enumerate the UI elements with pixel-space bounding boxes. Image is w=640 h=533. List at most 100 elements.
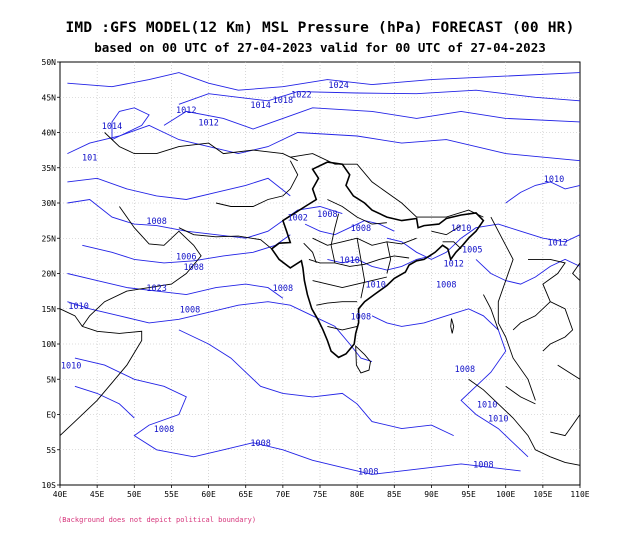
border-line <box>550 414 581 437</box>
state-boundary <box>327 199 387 225</box>
contour-label: 1010 <box>68 302 88 312</box>
contour-label: 1010 <box>339 256 359 266</box>
y-tick-label: 50N <box>42 58 57 67</box>
x-tick-label: 65E <box>238 490 253 499</box>
y-tick-label: 5S <box>46 446 56 455</box>
contour-label: 1022 <box>291 90 311 100</box>
state-boundary <box>356 238 366 299</box>
state-boundary <box>312 237 417 246</box>
contour-label: 1010 <box>365 281 385 291</box>
state-boundary <box>386 241 392 274</box>
isobar-line <box>67 72 581 91</box>
contour-label: 1023 <box>146 284 166 294</box>
map-frame <box>59 61 581 486</box>
state-boundary <box>308 255 410 267</box>
isobar-line <box>386 223 581 260</box>
state-boundary <box>303 242 317 264</box>
x-tick-label: 70E <box>276 490 291 499</box>
contour-label: 1006 <box>176 252 196 262</box>
border-line <box>104 132 298 162</box>
isobar-line <box>178 329 454 437</box>
map-title: IMD :GFS MODEL(12 Km) MSL Pressure (hPa)… <box>65 20 575 36</box>
y-tick-label: 15N <box>42 305 57 314</box>
state-boundary <box>312 276 388 289</box>
contour-label: 1008 <box>154 425 174 435</box>
contour-label: 1008 <box>317 210 337 220</box>
border-line <box>483 294 499 331</box>
contour-label: 1008 <box>473 460 493 470</box>
contour-label: 1008 <box>436 281 456 291</box>
border-line <box>512 301 551 331</box>
isobar-line <box>67 273 284 299</box>
isobar-line <box>67 199 343 239</box>
border-line <box>505 385 536 405</box>
contour-label: 101 <box>82 154 97 164</box>
isobar-line <box>475 258 581 285</box>
contour-label: 1008 <box>351 224 371 234</box>
y-tick-label: 35N <box>42 164 57 173</box>
state-boundary <box>316 301 358 306</box>
state-boundary <box>442 241 462 250</box>
state-boundary <box>327 325 358 331</box>
contour-label: 1010 <box>488 415 508 425</box>
contour-label: 1002 <box>287 214 307 224</box>
background-disclaimer: (Background does not depict political bo… <box>58 516 257 524</box>
x-tick-label: 40E <box>53 490 68 499</box>
contour-label: 1010 <box>61 362 81 372</box>
sri-lanka-outline <box>355 345 371 374</box>
contour-label: 1010 <box>477 400 497 410</box>
state-boundary <box>330 213 340 263</box>
y-tick-label: 10N <box>42 340 57 349</box>
x-tick-label: 100E <box>496 490 515 499</box>
isobar-line <box>74 357 521 475</box>
contour-label: 1008 <box>250 439 270 449</box>
x-tick-label: 80E <box>350 490 365 499</box>
isobar-line <box>67 301 373 363</box>
contour-label: 1010 <box>544 175 564 185</box>
isobar-line <box>505 181 581 204</box>
x-tick-label: 50E <box>127 490 142 499</box>
state-boundary <box>431 225 462 236</box>
border-line <box>557 364 581 380</box>
contour-label: 1008 <box>358 467 378 477</box>
india-outline <box>270 161 485 359</box>
contour-label: 1012 <box>198 118 218 128</box>
y-tick-label: 20N <box>42 270 57 279</box>
x-tick-label: 60E <box>201 490 216 499</box>
border-line <box>81 206 202 327</box>
isobar-line <box>82 234 291 264</box>
contour-label: 1008 <box>180 305 200 315</box>
border-line <box>490 216 536 401</box>
x-tick-label: 90E <box>424 490 439 499</box>
y-tick-label: 30N <box>42 199 57 208</box>
x-tick-label: 75E <box>313 490 328 499</box>
y-tick-label: 5N <box>46 375 56 384</box>
border-line <box>178 227 272 250</box>
contour-label: 1008 <box>455 365 475 375</box>
x-tick-label: 55E <box>164 490 179 499</box>
isobar-line <box>74 385 135 419</box>
y-tick-label: 10S <box>42 481 57 490</box>
border-line <box>290 153 484 218</box>
contour-label: 1008 <box>183 263 203 273</box>
x-tick-label: 105E <box>533 490 552 499</box>
border-line <box>468 378 551 458</box>
plot-border <box>59 61 581 486</box>
contour-label: 1024 <box>328 81 348 91</box>
isobar-line <box>327 255 432 271</box>
isobar-line <box>371 308 529 458</box>
x-tick-label: 95E <box>461 490 476 499</box>
andaman-islands-outline <box>450 318 455 334</box>
contour-label: 1014 <box>250 101 270 111</box>
contour-label: 1008 <box>146 217 166 227</box>
contour-label: 1014 <box>102 122 122 132</box>
isobar-line <box>304 220 395 236</box>
border-line <box>572 262 581 281</box>
border-line <box>59 308 143 436</box>
y-tick-label: 25N <box>42 234 57 243</box>
isobar-line <box>178 89 581 105</box>
contour-label: 1018 <box>273 96 293 106</box>
